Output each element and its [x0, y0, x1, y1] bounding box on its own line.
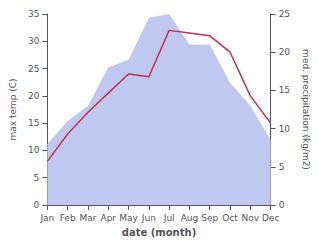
- svg-text:10: 10: [28, 145, 40, 155]
- svg-text:May: May: [119, 213, 138, 223]
- svg-text:0: 0: [279, 200, 285, 210]
- svg-text:10: 10: [279, 124, 291, 134]
- svg-text:25: 25: [279, 9, 290, 19]
- svg-text:Sep: Sep: [201, 213, 218, 223]
- svg-text:Nov: Nov: [242, 213, 260, 223]
- svg-text:Jun: Jun: [141, 213, 156, 223]
- svg-text:35: 35: [28, 9, 39, 19]
- svg-text:Dec: Dec: [262, 213, 279, 223]
- svg-text:0: 0: [34, 200, 40, 210]
- svg-text:30: 30: [28, 36, 40, 46]
- svg-text:15: 15: [28, 118, 39, 128]
- svg-text:Jul: Jul: [163, 213, 175, 223]
- svg-text:20: 20: [279, 47, 291, 57]
- svg-text:25: 25: [28, 64, 39, 74]
- svg-text:Apr: Apr: [100, 213, 116, 223]
- svg-text:date (month): date (month): [122, 227, 196, 238]
- svg-text:med. precipitation (kg/m2): med. precipitation (kg/m2): [301, 49, 311, 170]
- svg-text:Jan: Jan: [39, 213, 54, 223]
- svg-text:5: 5: [34, 173, 40, 183]
- svg-text:Mar: Mar: [79, 213, 96, 223]
- svg-text:max temp (C): max temp (C): [8, 78, 18, 140]
- svg-text:Aug: Aug: [181, 213, 199, 223]
- svg-text:15: 15: [279, 85, 290, 95]
- svg-text:5: 5: [279, 162, 285, 172]
- svg-text:Feb: Feb: [60, 213, 76, 223]
- svg-text:Oct: Oct: [222, 213, 238, 223]
- svg-text:20: 20: [28, 91, 40, 101]
